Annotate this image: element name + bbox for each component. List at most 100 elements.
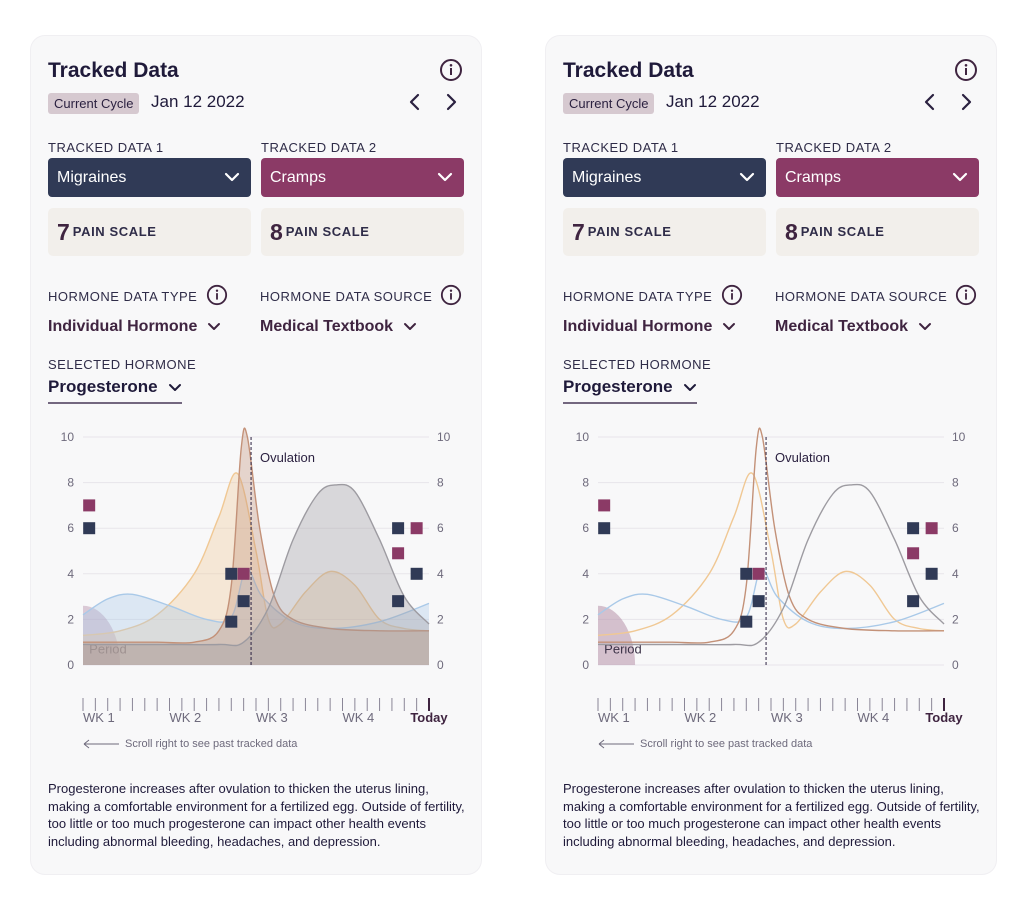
y-tick-label-right: 10 bbox=[952, 430, 966, 444]
info-icon[interactable] bbox=[954, 58, 978, 82]
info-icon[interactable] bbox=[439, 58, 463, 82]
marker-migraines[interactable] bbox=[225, 567, 238, 580]
hormone-chart: 0 0 2 2 4 4 6 6 8 8 10 10 Period Ovulation WK 1 WK 2 WK … bbox=[61, 427, 451, 725]
x-tick-label: WK 4 bbox=[343, 710, 375, 725]
x-tick-label: WK 1 bbox=[598, 710, 630, 725]
dropdown-value: Cramps bbox=[785, 169, 842, 186]
pain-scale-card-2: 8 PAIN SCALE bbox=[261, 208, 464, 256]
y-tick-label-left: 0 bbox=[582, 658, 589, 672]
pain-value: 7 bbox=[57, 219, 70, 245]
y-tick-label-right: 4 bbox=[437, 567, 444, 581]
series-area-fsh bbox=[83, 568, 429, 665]
chevron-right-icon[interactable] bbox=[440, 91, 462, 113]
pain-scale-label: PAIN SCALE bbox=[72, 224, 157, 239]
series-line-estrogen bbox=[597, 472, 945, 637]
tracked-data-1-dropdown[interactable]: Migraines bbox=[48, 158, 251, 197]
x-tick-label: Today bbox=[410, 710, 448, 725]
hormone-data-source-label: HORMONE DATA SOURCE bbox=[775, 289, 948, 304]
tracked-data-2-dropdown[interactable]: Cramps bbox=[776, 158, 979, 197]
marker-cramps[interactable] bbox=[410, 522, 423, 535]
pain-value: 7 bbox=[572, 219, 585, 245]
marker-migraines[interactable] bbox=[740, 615, 753, 628]
y-tick-label-right: 10 bbox=[437, 430, 451, 444]
cycle-date: Jan 12 2022 bbox=[666, 92, 760, 111]
panel-title: Tracked Data bbox=[563, 59, 694, 82]
y-tick-label-left: 10 bbox=[61, 430, 75, 444]
hormone-chart: 0 0 2 2 4 4 6 6 8 8 10 10 Period Ovulation WK 1 WK 2 WK … bbox=[576, 427, 966, 725]
marker-migraines[interactable] bbox=[740, 567, 753, 580]
marker-migraines[interactable] bbox=[410, 567, 423, 580]
info-icon[interactable] bbox=[721, 284, 743, 306]
cycle-date: Jan 12 2022 bbox=[151, 92, 245, 111]
marker-migraines[interactable] bbox=[752, 595, 765, 608]
chevron-left-icon[interactable] bbox=[919, 91, 941, 113]
marker-cramps[interactable] bbox=[237, 567, 250, 580]
series-line-lh bbox=[83, 427, 430, 644]
panel-title: Tracked Data bbox=[48, 59, 179, 82]
marker-cramps[interactable] bbox=[925, 522, 938, 535]
chevron-down-icon bbox=[168, 383, 181, 391]
y-tick-label-right: 6 bbox=[952, 521, 959, 535]
select-value: Individual Hormone bbox=[563, 318, 713, 335]
series-line-progesterone bbox=[597, 483, 945, 647]
tracked-data-panel-2: Tracked Data Current Cycle Jan 12 2022 T… bbox=[546, 36, 996, 874]
marker-migraines[interactable] bbox=[83, 522, 96, 535]
chevron-left-icon[interactable] bbox=[404, 91, 426, 113]
pain-scale-label: PAIN SCALE bbox=[587, 224, 672, 239]
hormone-description: Progesterone increases after ovulation t… bbox=[48, 781, 465, 849]
marker-migraines[interactable] bbox=[598, 522, 611, 535]
marker-migraines[interactable] bbox=[392, 595, 405, 608]
selected-hormone-select[interactable]: Progesterone bbox=[48, 377, 182, 404]
hormone-data-source-label: HORMONE DATA SOURCE bbox=[260, 289, 433, 304]
hormone-data-source-select[interactable]: Medical Textbook bbox=[260, 318, 417, 336]
selected-hormone-label: SELECTED HORMONE bbox=[563, 357, 712, 372]
marker-migraines[interactable] bbox=[907, 595, 920, 608]
marker-cramps[interactable] bbox=[907, 547, 920, 560]
marker-migraines[interactable] bbox=[237, 595, 250, 608]
marker-migraines[interactable] bbox=[907, 522, 920, 535]
tracked-data-1-label: TRACKED DATA 1 bbox=[563, 140, 679, 155]
y-tick-label-right: 0 bbox=[952, 658, 959, 672]
pain-scale-card-1: 7 PAIN SCALE bbox=[48, 208, 251, 256]
scroll-hint: Scroll right to see past tracked data bbox=[83, 738, 297, 750]
hormone-data-source-select[interactable]: Medical Textbook bbox=[775, 318, 932, 336]
selected-hormone-select[interactable]: Progesterone bbox=[563, 377, 697, 404]
series-line-estrogen bbox=[82, 472, 430, 637]
select-value: Individual Hormone bbox=[48, 318, 198, 335]
marker-migraines[interactable] bbox=[225, 615, 238, 628]
marker-cramps[interactable] bbox=[392, 547, 405, 560]
info-icon[interactable] bbox=[955, 284, 977, 306]
y-tick-label-left: 6 bbox=[582, 521, 589, 535]
tracked-data-2-dropdown[interactable]: Cramps bbox=[261, 158, 464, 197]
pain-scale-label: PAIN SCALE bbox=[285, 224, 370, 239]
y-tick-label-left: 2 bbox=[582, 612, 589, 626]
tracked-data-2-label: TRACKED DATA 2 bbox=[261, 140, 377, 155]
marker-cramps[interactable] bbox=[598, 499, 611, 512]
x-tick-label: WK 2 bbox=[685, 710, 717, 725]
tracked-data-1-dropdown[interactable]: Migraines bbox=[563, 158, 766, 197]
current-cycle-badge: Current Cycle bbox=[563, 93, 655, 114]
y-tick-label-right: 8 bbox=[437, 476, 444, 490]
marker-cramps[interactable] bbox=[83, 499, 96, 512]
dropdown-value: Migraines bbox=[572, 169, 642, 186]
scroll-hint-text: Scroll right to see past tracked data bbox=[640, 738, 813, 750]
hormone-data-type-select[interactable]: Individual Hormone bbox=[48, 318, 221, 336]
hormone-description: Progesterone increases after ovulation t… bbox=[563, 781, 980, 849]
marker-migraines[interactable] bbox=[392, 522, 405, 535]
pain-value: 8 bbox=[270, 219, 283, 245]
info-icon[interactable] bbox=[440, 284, 462, 306]
marker-migraines[interactable] bbox=[925, 567, 938, 580]
y-tick-label-left: 2 bbox=[67, 612, 74, 626]
period-shape bbox=[83, 605, 121, 665]
info-icon[interactable] bbox=[206, 284, 228, 306]
tracked-data-1-label: TRACKED DATA 1 bbox=[48, 140, 164, 155]
period-label: Period bbox=[89, 642, 127, 657]
series-line-progesterone bbox=[82, 483, 430, 647]
hormone-data-type-select[interactable]: Individual Hormone bbox=[563, 318, 736, 336]
x-tick-label: WK 3 bbox=[256, 710, 288, 725]
series-area-estrogen bbox=[83, 472, 429, 665]
marker-cramps[interactable] bbox=[752, 567, 765, 580]
chevron-down-icon bbox=[739, 172, 755, 182]
x-tick-label: WK 4 bbox=[858, 710, 890, 725]
chevron-right-icon[interactable] bbox=[955, 91, 977, 113]
